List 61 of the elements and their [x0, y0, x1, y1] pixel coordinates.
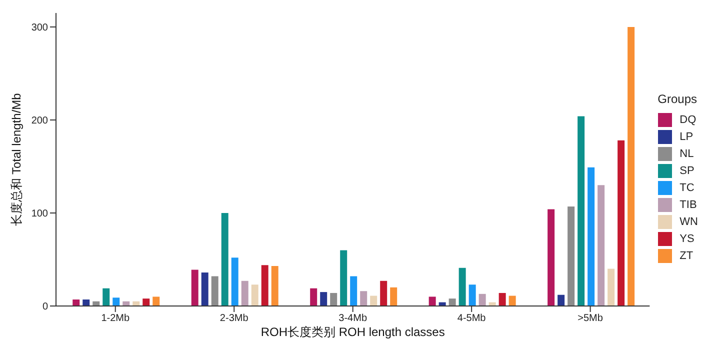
- x-tick-label: 1-2Mb: [101, 313, 130, 324]
- legend-label: TC: [680, 182, 694, 194]
- bar: [330, 292, 338, 306]
- legend-label: WN: [680, 216, 698, 228]
- bar: [112, 298, 120, 306]
- y-tick-label: 200: [31, 116, 48, 127]
- legend-label: TIB: [680, 199, 697, 211]
- bar: [448, 298, 456, 306]
- bar: [350, 276, 358, 306]
- bar: [458, 268, 466, 306]
- bar: [72, 299, 80, 306]
- bar: [261, 265, 268, 306]
- x-tick-label: 2-3Mb: [220, 313, 249, 324]
- legend-label: YS: [680, 233, 694, 245]
- bar: [608, 268, 615, 306]
- bar: [320, 292, 328, 306]
- bar: [548, 209, 555, 306]
- x-tick-label: 3-4Mb: [338, 313, 368, 324]
- y-tick-label: 100: [31, 208, 48, 220]
- bar: [340, 250, 348, 306]
- x-tick-label: >5Mb: [578, 313, 604, 324]
- bar: [380, 280, 388, 306]
- legend-label: LP: [680, 131, 694, 143]
- bar: [360, 291, 368, 306]
- bar: [628, 26, 635, 306]
- bar: [152, 296, 160, 306]
- legend-title: Groups: [658, 92, 698, 106]
- x-tick-label: 4-5Mb: [457, 313, 486, 324]
- bar: [221, 212, 228, 306]
- bar: [468, 284, 476, 306]
- bar: [558, 294, 565, 306]
- bar: [251, 284, 258, 306]
- bar: [598, 185, 605, 306]
- bar: [142, 298, 150, 306]
- bar: [82, 299, 90, 306]
- legend-label: DQ: [680, 114, 696, 126]
- bar: [241, 280, 248, 306]
- bar: [211, 276, 218, 306]
- bar: [618, 140, 625, 306]
- bar: [498, 292, 506, 306]
- bar: [390, 287, 398, 306]
- bar: [271, 266, 278, 306]
- y-tick-label: 0: [42, 302, 48, 313]
- bar: [508, 296, 516, 306]
- x-axis-title: ROH长度类别 ROH length classes: [260, 325, 445, 339]
- bar: [191, 270, 198, 306]
- legend-label: SP: [680, 165, 694, 177]
- bar: [578, 116, 585, 306]
- legend-label: NL: [680, 148, 694, 160]
- bar: [428, 296, 436, 306]
- bar: [370, 296, 378, 306]
- bar: [568, 206, 575, 306]
- bar: [478, 294, 486, 306]
- legend-label: ZT: [680, 250, 694, 262]
- bar: [310, 288, 318, 306]
- bar: [102, 288, 110, 306]
- bar: [231, 258, 238, 306]
- bar: [588, 167, 595, 306]
- bar: [201, 272, 208, 306]
- y-axis-title: 长度总和 Total length/Mb: [9, 92, 24, 226]
- y-tick-label: 300: [31, 22, 48, 34]
